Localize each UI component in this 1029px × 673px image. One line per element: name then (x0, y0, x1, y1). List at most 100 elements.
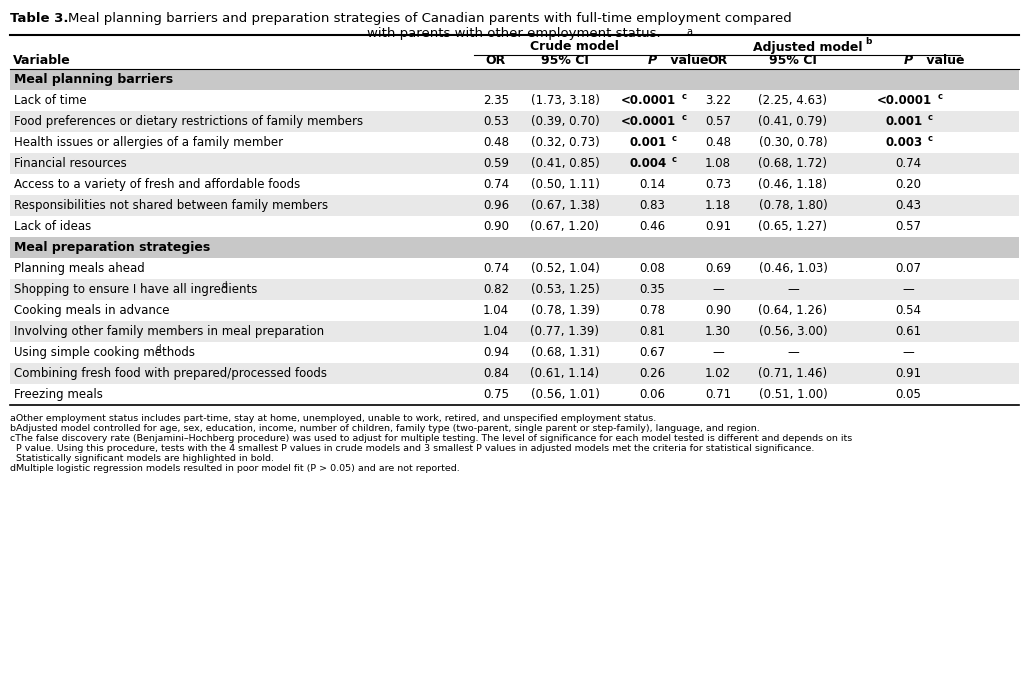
Text: (0.56, 1.01): (0.56, 1.01) (531, 388, 600, 401)
Text: 95% CI: 95% CI (769, 53, 817, 67)
Text: (0.52, 1.04): (0.52, 1.04) (531, 262, 600, 275)
Text: 0.74: 0.74 (483, 178, 509, 191)
Text: (0.32, 0.73): (0.32, 0.73) (531, 136, 599, 149)
Text: (0.46, 1.03): (0.46, 1.03) (758, 262, 827, 275)
Text: 0.94: 0.94 (483, 346, 509, 359)
Text: (0.77, 1.39): (0.77, 1.39) (531, 325, 600, 338)
Text: Lack of time: Lack of time (14, 94, 86, 107)
Text: (2.25, 4.63): (2.25, 4.63) (758, 94, 827, 107)
Text: Variable: Variable (13, 53, 71, 67)
Text: cThe false discovery rate (Benjamini–Hochberg procedure) was used to adjust for : cThe false discovery rate (Benjamini–Hoc… (10, 434, 852, 443)
Text: 0.81: 0.81 (639, 325, 665, 338)
Bar (10, 132, 1019, 153)
Text: (0.53, 1.25): (0.53, 1.25) (531, 283, 599, 296)
Text: OR: OR (708, 53, 729, 67)
Text: 95% CI: 95% CI (541, 53, 589, 67)
Text: P: P (903, 53, 913, 67)
Text: Statistically significant models are highlighted in bold.: Statistically significant models are hig… (10, 454, 274, 463)
Text: 0.96: 0.96 (483, 199, 509, 212)
Text: —: — (712, 346, 723, 359)
Text: (0.56, 3.00): (0.56, 3.00) (758, 325, 827, 338)
Text: Meal planning barriers and preparation strategies of Canadian parents with full-: Meal planning barriers and preparation s… (68, 12, 791, 25)
Text: d: d (221, 281, 226, 290)
Text: 0.90: 0.90 (705, 304, 731, 317)
Text: b: b (865, 38, 872, 46)
Text: (0.68, 1.72): (0.68, 1.72) (758, 157, 827, 170)
Text: (0.46, 1.18): (0.46, 1.18) (758, 178, 827, 191)
Text: (0.41, 0.79): (0.41, 0.79) (758, 115, 827, 128)
Text: 1.18: 1.18 (705, 199, 731, 212)
Text: 0.61: 0.61 (895, 325, 921, 338)
Text: c: c (928, 113, 933, 122)
Text: 0.001: 0.001 (630, 136, 667, 149)
Text: <0.0001: <0.0001 (620, 94, 676, 107)
Text: 0.91: 0.91 (705, 220, 731, 233)
Text: 0.54: 0.54 (895, 304, 921, 317)
Text: Food preferences or dietary restrictions of family members: Food preferences or dietary restrictions… (14, 115, 363, 128)
Bar (10, 174, 1019, 195)
Text: (0.71, 1.46): (0.71, 1.46) (758, 367, 827, 380)
Bar (10, 363, 1019, 384)
Bar (10, 279, 1019, 300)
Bar (10, 300, 1019, 321)
Text: Freezing meals: Freezing meals (14, 388, 103, 401)
Text: 0.43: 0.43 (895, 199, 921, 212)
Text: <0.0001: <0.0001 (620, 115, 676, 128)
Text: 0.84: 0.84 (483, 367, 509, 380)
Text: 2.35: 2.35 (483, 94, 509, 107)
Text: 0.48: 0.48 (483, 136, 509, 149)
Text: (0.68, 1.31): (0.68, 1.31) (531, 346, 600, 359)
Text: Responsibilities not shared between family members: Responsibilities not shared between fami… (14, 199, 328, 212)
Text: 0.003: 0.003 (885, 136, 923, 149)
Text: 0.08: 0.08 (639, 262, 665, 275)
Text: Access to a variety of fresh and affordable foods: Access to a variety of fresh and afforda… (14, 178, 300, 191)
Text: 0.20: 0.20 (895, 178, 921, 191)
Text: (0.67, 1.38): (0.67, 1.38) (531, 199, 600, 212)
Text: 0.57: 0.57 (705, 115, 731, 128)
Text: 0.67: 0.67 (639, 346, 665, 359)
Text: Meal planning barriers: Meal planning barriers (14, 73, 173, 86)
Text: aOther employment status includes part-time, stay at home, unemployed, unable to: aOther employment status includes part-t… (10, 414, 657, 423)
Text: 0.83: 0.83 (639, 199, 665, 212)
Text: 0.59: 0.59 (483, 157, 509, 170)
Text: 0.06: 0.06 (639, 388, 665, 401)
Text: OR: OR (486, 53, 506, 67)
Text: 0.26: 0.26 (639, 367, 665, 380)
Text: c: c (681, 92, 686, 101)
Text: <0.0001: <0.0001 (877, 94, 931, 107)
Text: Crude model: Crude model (530, 40, 618, 53)
Text: with parents with other employment status.: with parents with other employment statu… (367, 27, 661, 40)
Text: Using simple cooking methods: Using simple cooking methods (14, 346, 196, 359)
Bar (10, 321, 1019, 342)
Text: P: P (647, 53, 657, 67)
Text: (1.73, 3.18): (1.73, 3.18) (531, 94, 600, 107)
Text: 0.71: 0.71 (705, 388, 731, 401)
Text: 0.73: 0.73 (705, 178, 731, 191)
Text: —: — (787, 283, 799, 296)
Text: c: c (928, 134, 933, 143)
Text: 0.53: 0.53 (483, 115, 509, 128)
Text: (0.67, 1.20): (0.67, 1.20) (531, 220, 600, 233)
Text: (0.50, 1.11): (0.50, 1.11) (531, 178, 600, 191)
Text: Meal preparation strategies: Meal preparation strategies (14, 241, 210, 254)
Bar (10, 216, 1019, 237)
Text: Table 3.: Table 3. (10, 12, 69, 25)
Bar (10, 258, 1019, 279)
Text: 0.05: 0.05 (895, 388, 921, 401)
Text: 1.04: 1.04 (483, 325, 509, 338)
Text: Adjusted model: Adjusted model (753, 40, 862, 53)
Text: 0.78: 0.78 (639, 304, 665, 317)
Text: (0.39, 0.70): (0.39, 0.70) (531, 115, 599, 128)
Text: 0.004: 0.004 (630, 157, 667, 170)
Bar (10, 90, 1019, 111)
Text: 0.69: 0.69 (705, 262, 731, 275)
Text: 0.91: 0.91 (895, 367, 921, 380)
Text: Cooking meals in advance: Cooking meals in advance (14, 304, 170, 317)
Text: 0.001: 0.001 (885, 115, 923, 128)
Text: 0.07: 0.07 (895, 262, 921, 275)
Text: —: — (902, 346, 914, 359)
Bar (10, 237, 1019, 258)
Bar (10, 384, 1019, 405)
Text: Shopping to ensure I have all ingredients: Shopping to ensure I have all ingredient… (14, 283, 257, 296)
Text: 0.57: 0.57 (895, 220, 921, 233)
